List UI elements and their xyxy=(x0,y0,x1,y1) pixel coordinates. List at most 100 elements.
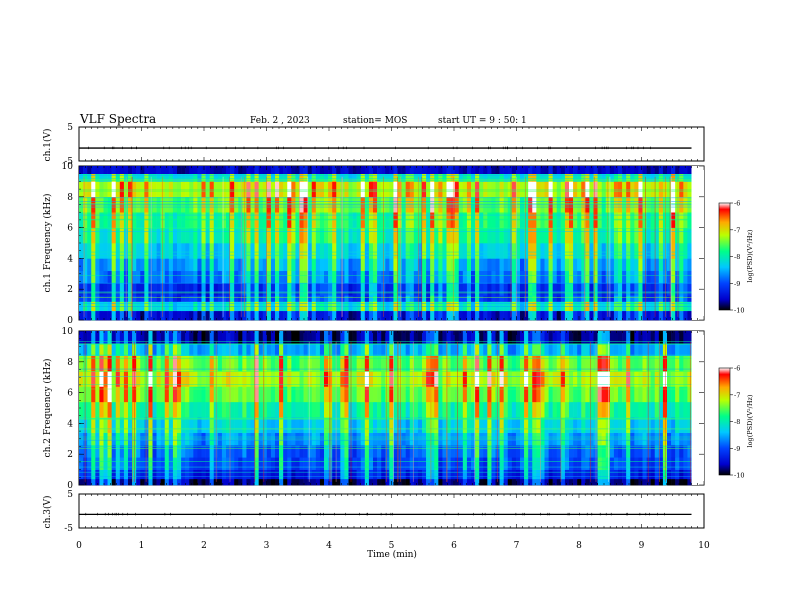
spectrogram-cell xyxy=(479,355,484,372)
spectrogram-cell xyxy=(491,457,496,470)
spectrogram-cell xyxy=(413,457,419,470)
spectrogram-cell xyxy=(103,181,108,198)
spectrogram-cell xyxy=(319,310,325,321)
spectrogram-cell xyxy=(552,401,558,418)
spectrogram-cell xyxy=(181,331,186,344)
spectrogram-cell xyxy=(140,181,145,198)
spectrogram-cell xyxy=(348,310,353,321)
spectrogram-cell xyxy=(103,166,108,174)
spectrogram-cell xyxy=(344,295,349,302)
spectrogram-cell xyxy=(589,417,594,433)
spectrogram-cell xyxy=(471,258,476,272)
ch1-freq-ylabel: ch.1 Frequency (kHz) xyxy=(42,194,53,293)
spectrogram-cell xyxy=(389,401,394,418)
spectrogram-cell xyxy=(413,469,419,480)
spectrogram-cell xyxy=(658,469,664,480)
spectrogram-cell xyxy=(226,469,231,480)
spectrogram-cell xyxy=(662,417,668,433)
spectrogram-cell xyxy=(479,181,484,198)
spectrogram-cell xyxy=(573,469,578,480)
spectrogram-cell xyxy=(246,227,251,244)
spectrogram-cell xyxy=(630,310,635,321)
spectrogram-cell xyxy=(315,401,321,418)
spectrogram-cell xyxy=(552,295,558,302)
spectrogram-cell xyxy=(667,457,672,470)
spectrogram-cell xyxy=(417,469,423,480)
spectrogram-cell xyxy=(483,371,488,387)
spectrogram-cell xyxy=(287,457,292,470)
spectrogram-cell xyxy=(360,386,366,403)
spectrogram-cell xyxy=(626,343,631,356)
spectrogram-cell xyxy=(193,295,198,302)
spectrogram-cell xyxy=(270,401,276,418)
spectrogram-cell xyxy=(258,386,264,403)
spectrogram-cell xyxy=(540,181,545,198)
spectrogram-cell xyxy=(503,401,509,418)
spectrogram-cell xyxy=(564,444,570,458)
spectrogram-cell xyxy=(217,469,223,480)
spectrogram-cell xyxy=(634,173,639,182)
spectrogram-cell xyxy=(462,331,468,344)
spectrogram-cell xyxy=(564,283,570,296)
colorbar-tick-label: -8 xyxy=(734,418,740,426)
spectrogram-cell xyxy=(475,401,480,418)
spectrogram-cell xyxy=(352,444,357,458)
spectrogram-cell xyxy=(422,181,427,198)
spectrogram-cell xyxy=(213,166,219,174)
spectrogram-cell xyxy=(405,173,411,182)
spectrogram-cell xyxy=(364,371,370,387)
spectrogram-cell xyxy=(630,355,635,372)
spectrogram-cell xyxy=(95,173,100,182)
spectrogram-cell xyxy=(177,295,182,302)
spectrogram-cell xyxy=(413,343,419,356)
spectrogram-cell xyxy=(348,243,353,259)
spectrogram-cell xyxy=(303,283,308,296)
spectrogram-cell xyxy=(177,386,182,403)
spectrogram-cell xyxy=(446,310,451,321)
spectrogram-cell xyxy=(601,181,607,198)
spectrogram-cell xyxy=(307,401,313,418)
spectrogram-cell xyxy=(328,401,333,418)
spectrogram-cell xyxy=(189,401,194,418)
spectrogram-cell xyxy=(438,227,443,244)
spectrogram-cell xyxy=(499,283,504,296)
spectrogram-cell xyxy=(438,283,443,296)
spectrogram-cell xyxy=(197,417,202,433)
spectrogram-cell xyxy=(99,166,104,174)
spectrogram-cell xyxy=(368,227,374,244)
spectrogram-cell xyxy=(87,258,92,272)
spectrogram-cell xyxy=(303,355,308,372)
spectrogram-cell xyxy=(140,343,145,356)
spectrogram-cell xyxy=(683,166,688,174)
spectrogram-cell xyxy=(511,417,517,433)
spectrogram-cell xyxy=(128,270,133,284)
spectrogram-cell xyxy=(671,343,676,356)
spectrogram-cell xyxy=(172,243,178,259)
spectrogram-cell xyxy=(319,444,325,458)
spectrogram-cell xyxy=(87,469,92,480)
spectrogram-cell xyxy=(144,310,149,321)
spectrogram-cell xyxy=(532,181,537,198)
spectrogram-cell xyxy=(324,478,329,486)
spectrogram-cell xyxy=(662,469,668,480)
spectrogram-cell xyxy=(79,478,84,486)
spectrogram-cell xyxy=(299,355,304,372)
spectrogram-cell xyxy=(658,173,664,182)
spectrogram-cell xyxy=(646,166,651,174)
spectrogram-cell xyxy=(605,417,611,433)
spectrogram-cell xyxy=(430,457,435,470)
spectrogram-cell xyxy=(266,469,272,480)
spectrogram-cell xyxy=(364,295,370,302)
spectrogram-cell xyxy=(646,331,651,344)
spectrogram-cell xyxy=(401,469,406,480)
spectrogram-cell xyxy=(405,444,411,458)
spectrogram-cell xyxy=(279,371,284,387)
spectrogram-cell xyxy=(426,478,431,486)
spectrogram-cell xyxy=(83,478,88,486)
spectrogram-cell xyxy=(654,310,660,321)
spectrogram-cell xyxy=(609,444,615,458)
spectrogram-cell xyxy=(262,173,268,182)
spectrogram-cell xyxy=(107,444,112,458)
spectrogram-cell xyxy=(315,478,321,486)
spectrogram-cell xyxy=(650,386,656,403)
